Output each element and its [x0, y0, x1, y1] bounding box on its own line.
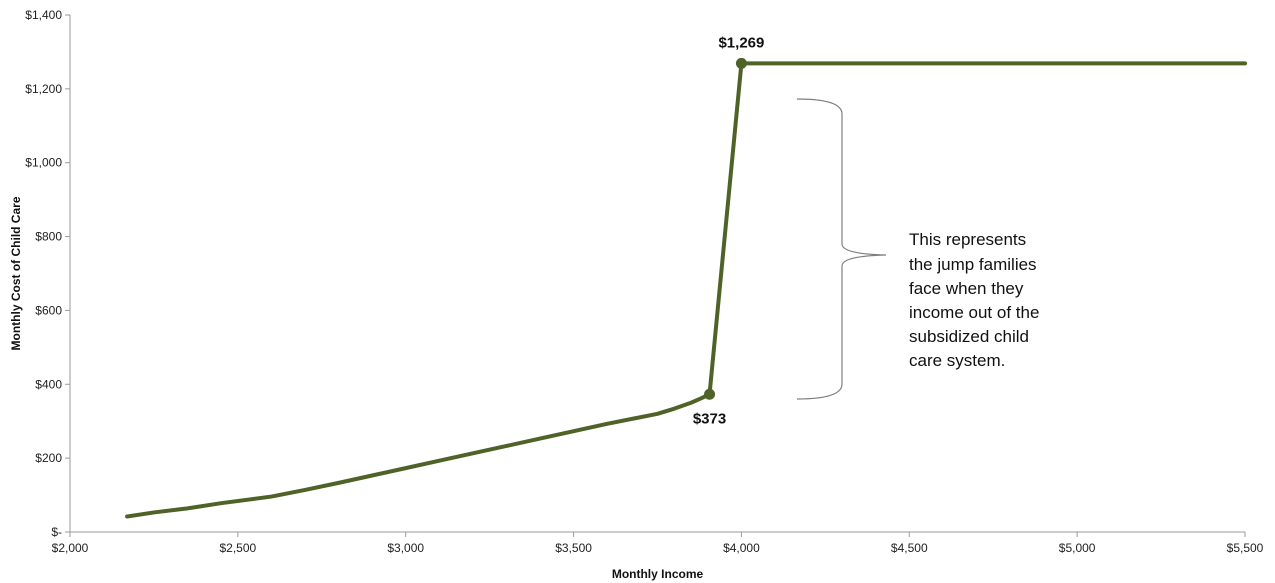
- y-tick-label: $1,200: [25, 82, 62, 96]
- y-ticks: $- $200 $400 $600 $800 $1,000 $1,200 $1,400: [25, 8, 70, 539]
- x-tick-label: $3,000: [387, 541, 424, 555]
- y-tick-label: $200: [35, 451, 62, 465]
- x-tick-label: $5,000: [1059, 541, 1096, 555]
- x-tick-label: $2,000: [52, 541, 89, 555]
- annotation-line: income out of the: [909, 303, 1039, 322]
- y-tick-label: $-: [51, 525, 62, 539]
- annotation-line: face when they: [909, 279, 1024, 298]
- x-tick-label: $2,500: [220, 541, 257, 555]
- data-label: $1,269: [718, 34, 764, 51]
- y-tick-label: $600: [35, 303, 62, 317]
- marker-layer: $373 $1,269: [693, 34, 765, 427]
- x-tick-label: $3,500: [555, 541, 592, 555]
- x-tick-label: $4,500: [891, 541, 928, 555]
- y-tick-label: $1,400: [25, 8, 62, 22]
- annotation-brace: [796, 98, 887, 400]
- x-tick-label: $5,500: [1227, 541, 1264, 555]
- y-tick-label: $1,000: [25, 156, 62, 170]
- data-point-marker: [735, 57, 747, 69]
- y-axis-title: Monthly Cost of Child Care: [9, 196, 23, 350]
- x-ticks: $2,000 $2,500 $3,000 $3,500 $4,000 $4,500 $5,0…: [52, 532, 1264, 555]
- series-line: [125, 61, 1247, 519]
- annotation-text: This represents the jump families face w…: [909, 230, 1044, 370]
- y-tick-label: $800: [35, 230, 62, 244]
- annotation-line: the jump families: [909, 255, 1037, 274]
- data-point-marker: [704, 388, 716, 400]
- data-label: $373: [693, 410, 726, 427]
- annotation-line: This represents: [909, 230, 1026, 249]
- annotation-line: care system.: [909, 351, 1005, 370]
- series-layer: [125, 61, 1247, 519]
- x-tick-label: $4,000: [723, 541, 760, 555]
- y-tick-label: $400: [35, 377, 62, 391]
- x-axis-title: Monthly Income: [612, 567, 704, 581]
- annotation-line: subsidized child: [909, 327, 1029, 346]
- axes: [69, 15, 1245, 533]
